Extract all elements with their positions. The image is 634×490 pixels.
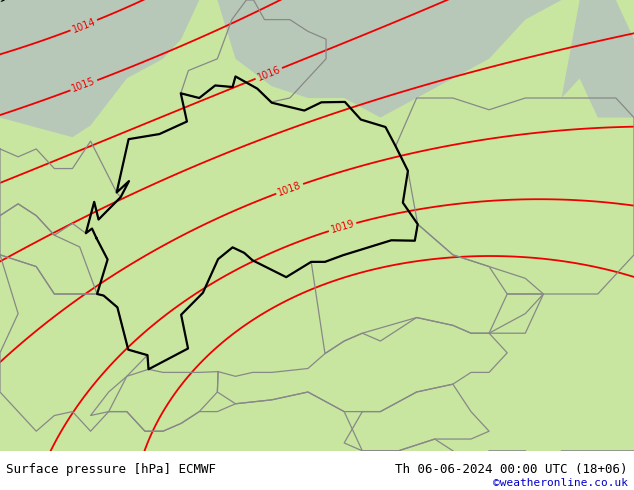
Polygon shape [0, 0, 199, 137]
Text: ©weatheronline.co.uk: ©weatheronline.co.uk [493, 478, 628, 488]
Text: 1016: 1016 [256, 64, 282, 83]
Text: 1018: 1018 [276, 180, 303, 197]
Text: Surface pressure [hPa] ECMWF: Surface pressure [hPa] ECMWF [6, 463, 216, 476]
Polygon shape [217, 0, 562, 118]
Polygon shape [562, 0, 634, 118]
Text: 1015: 1015 [70, 76, 97, 95]
Text: 1013: 1013 [0, 0, 24, 4]
Text: Th 06-06-2024 00:00 UTC (18+06): Th 06-06-2024 00:00 UTC (18+06) [395, 463, 628, 476]
Text: 1019: 1019 [330, 219, 356, 235]
Text: 1014: 1014 [70, 16, 97, 34]
